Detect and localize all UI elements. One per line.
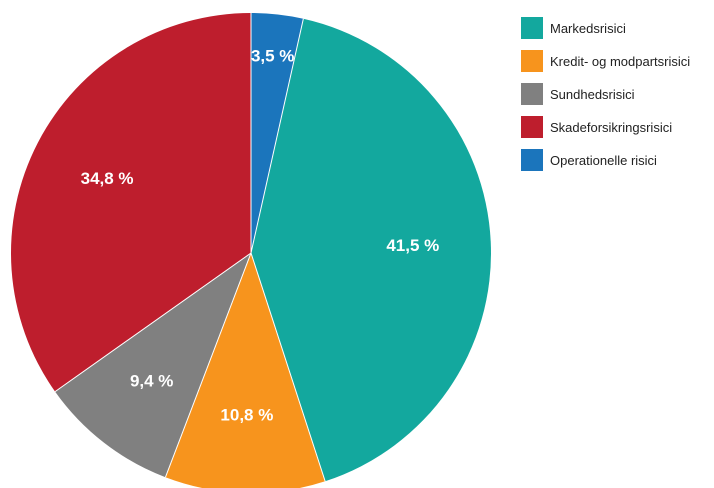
legend-swatch (521, 116, 543, 138)
slice-divider (164, 252, 252, 478)
legend-swatch (521, 83, 543, 105)
pie-slice-skadeforsikringsrisici (10, 13, 252, 392)
slice-value-label: 9,4 % (130, 372, 173, 391)
legend-swatch (521, 149, 543, 171)
slice-divider (250, 18, 304, 254)
slice-value-label: 3,5 % (251, 47, 294, 66)
legend-label: Sundhedsrisici (550, 86, 635, 102)
legend-label: Operationelle risici (550, 152, 657, 168)
slice-value-label: 41,5 % (386, 236, 439, 255)
legend-label: Skadeforsikringsrisici (550, 119, 673, 135)
legend: Markedsrisici Kredit- og modpartsrisici … (521, 17, 711, 182)
legend-label: Kredit- og modpartsrisici (550, 53, 691, 69)
legend-label: Markedsrisici (550, 20, 626, 36)
slice-value-label: 34,8 % (81, 169, 134, 188)
legend-item-sundhedsrisici: Sundhedsrisici (521, 83, 711, 105)
legend-item-operationelle: Operationelle risici (521, 149, 711, 171)
legend-swatch (521, 17, 543, 39)
slice-divider (54, 252, 252, 393)
pie-value-labels: 3,5 % 41,5 % 10,8 % 9,4 % 34,8 % (81, 47, 440, 425)
legend-item-markedsrisici: Markedsrisici (521, 17, 711, 39)
slice-divider (250, 252, 326, 482)
pie-slice-markedsrisici (251, 18, 491, 482)
slice-value-label: 10,8 % (220, 405, 273, 424)
legend-item-kredit: Kredit- og modpartsrisici (521, 50, 711, 72)
legend-swatch (521, 50, 543, 72)
pie-slice-sundhedsrisici (55, 253, 251, 478)
pie-slices (10, 13, 491, 488)
pie-slice-kredit-og-modpartsrisici (165, 253, 326, 488)
legend-item-skadeforsikringsrisici: Skadeforsikringsrisici (521, 116, 711, 138)
